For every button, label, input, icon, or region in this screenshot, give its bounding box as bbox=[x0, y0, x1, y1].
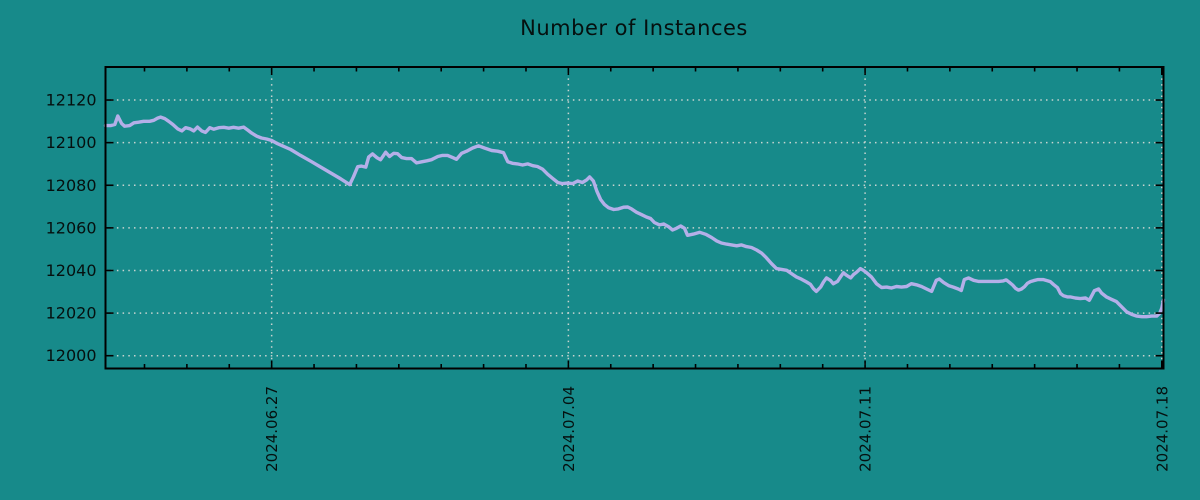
y-tick-label: 12040 bbox=[46, 261, 97, 280]
plot-border bbox=[104, 66, 1165, 370]
x-tick-label: 2024.07.18 bbox=[1153, 386, 1171, 472]
chart-title: Number of Instances bbox=[520, 16, 748, 40]
y-tick-label: 12000 bbox=[46, 346, 97, 365]
y-tick-label: 12080 bbox=[46, 176, 97, 195]
x-tick-label: 2024.07.04 bbox=[560, 386, 578, 472]
y-tick-label: 12020 bbox=[46, 304, 97, 323]
y-tick-label: 12120 bbox=[46, 91, 97, 110]
y-tick-label: 12100 bbox=[46, 133, 97, 152]
series-line-instances bbox=[103, 114, 1166, 319]
x-tick-label: 2024.07.11 bbox=[857, 386, 875, 472]
y-tick-label: 12060 bbox=[46, 218, 97, 237]
x-tick-label: 2024.06.27 bbox=[263, 386, 281, 472]
